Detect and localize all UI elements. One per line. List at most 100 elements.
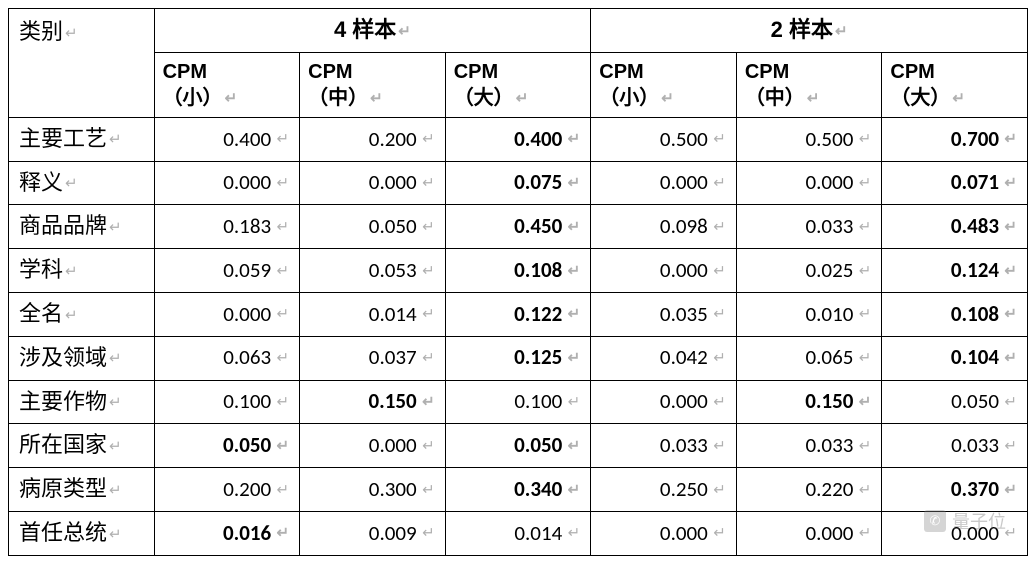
- value-cell: 0.025↵: [736, 249, 882, 293]
- subheader-line2: （小）: [599, 87, 659, 109]
- row-label-cell: 释义↵: [9, 161, 155, 205]
- return-glyph-icon: ↵: [713, 523, 726, 544]
- subheader-line1: CPM: [454, 59, 583, 85]
- return-glyph-icon: ↵: [859, 523, 872, 544]
- value: 0.025: [805, 257, 853, 283]
- value-cell: 0.059↵: [154, 249, 300, 293]
- value: 0.250: [660, 476, 708, 502]
- value-cell: 0.100↵: [445, 380, 591, 424]
- value-cell: 0.000↵: [736, 161, 882, 205]
- subheader-line1: CPM: [745, 59, 874, 85]
- value: 0.000: [660, 388, 708, 414]
- return-glyph-icon: ↵: [277, 172, 290, 193]
- value-cell: 0.000↵: [591, 380, 737, 424]
- row-label-cell: 学科↵: [9, 249, 155, 293]
- return-glyph-icon: ↵: [1004, 348, 1017, 369]
- value: 0.000: [951, 520, 999, 546]
- return-glyph-icon: ↵: [422, 435, 435, 456]
- value: 0.483: [951, 213, 999, 239]
- value-cell: 0.016↵: [154, 511, 300, 555]
- return-glyph-icon: ↵: [568, 304, 581, 325]
- group-header-2-sample: 2 样本↵: [591, 9, 1028, 53]
- return-glyph-icon: ↵: [422, 391, 435, 412]
- value-cell: 0.150↵: [300, 380, 446, 424]
- value: 0.400: [223, 126, 271, 152]
- value-cell: 0.010↵: [736, 292, 882, 336]
- value-cell: 0.033↵: [736, 424, 882, 468]
- table-row: 全名↵0.000↵0.014↵0.122↵0.035↵0.010↵0.108↵: [9, 292, 1028, 336]
- value: 0.050: [223, 432, 271, 458]
- value-cell: 0.050↵: [154, 424, 300, 468]
- value-cell: 0.050↵: [445, 424, 591, 468]
- header-row-sub: CPM（小）↵CPM（中）↵CPM（大）↵CPM（小）↵CPM（中）↵CPM（大…: [9, 52, 1028, 117]
- value: 0.000: [369, 169, 417, 195]
- return-glyph-icon: ↵: [568, 260, 581, 281]
- table-row: 释义↵0.000↵0.000↵0.075↵0.000↵0.000↵0.071↵: [9, 161, 1028, 205]
- return-glyph-icon: ↵: [807, 90, 820, 107]
- value-cell: 0.033↵: [882, 424, 1028, 468]
- subheader-line2: （大）: [890, 87, 950, 109]
- row-label: 主要工艺: [19, 126, 107, 151]
- value: 0.000: [805, 520, 853, 546]
- value-cell: 0.000↵: [154, 292, 300, 336]
- return-glyph-icon: ↵: [65, 25, 78, 42]
- return-glyph-icon: ↵: [713, 348, 726, 369]
- return-glyph-icon: ↵: [109, 482, 122, 499]
- value: 0.000: [660, 169, 708, 195]
- value: 0.125: [514, 344, 562, 370]
- row-label-cell: 涉及领域↵: [9, 336, 155, 380]
- value-cell: 0.000↵: [154, 161, 300, 205]
- value-cell: 0.108↵: [882, 292, 1028, 336]
- return-glyph-icon: ↵: [277, 479, 290, 500]
- return-glyph-icon: ↵: [713, 435, 726, 456]
- value: 0.150: [369, 388, 417, 414]
- return-glyph-icon: ↵: [859, 391, 872, 412]
- row-label-cell: 主要工艺↵: [9, 117, 155, 161]
- value: 0.100: [514, 388, 562, 414]
- group-header-4-sample: 4 样本↵: [154, 9, 591, 53]
- row-label: 涉及领域: [19, 345, 107, 370]
- value-cell: 0.000↵: [882, 511, 1028, 555]
- value: 0.009: [369, 520, 417, 546]
- value: 0.000: [223, 301, 271, 327]
- row-label: 全名: [19, 301, 63, 326]
- table-row: 主要作物↵0.100↵0.150↵0.100↵0.000↵0.150↵0.050…: [9, 380, 1028, 424]
- return-glyph-icon: ↵: [225, 90, 238, 107]
- value-cell: 0.700↵: [882, 117, 1028, 161]
- value: 0.037: [369, 344, 417, 370]
- subheader-cell: CPM（大）↵: [882, 52, 1028, 117]
- return-glyph-icon: ↵: [109, 350, 122, 367]
- return-glyph-icon: ↵: [277, 260, 290, 281]
- value-cell: 0.000↵: [591, 161, 737, 205]
- value: 0.053: [369, 257, 417, 283]
- row-label: 主要作物: [19, 389, 107, 414]
- value: 0.370: [951, 476, 999, 502]
- return-glyph-icon: ↵: [713, 216, 726, 237]
- value: 0.700: [951, 126, 999, 152]
- return-glyph-icon: ↵: [422, 260, 435, 281]
- value: 0.122: [514, 301, 562, 327]
- value: 0.033: [951, 432, 999, 458]
- value-cell: 0.000 ↵: [736, 511, 882, 555]
- return-glyph-icon: ↵: [568, 479, 581, 500]
- value: 0.300: [369, 476, 417, 502]
- value-cell: 0.037↵: [300, 336, 446, 380]
- group-header-label: 2 样本: [771, 17, 833, 42]
- value-cell: 0.075↵: [445, 161, 591, 205]
- value-cell: 0.053↵: [300, 249, 446, 293]
- value: 0.400: [514, 126, 562, 152]
- value-cell: 0.200↵: [300, 117, 446, 161]
- cpm-results-table: 类别↵ 4 样本↵ 2 样本↵ CPM（小）↵CPM（中）↵CPM（大）↵CPM…: [8, 8, 1028, 556]
- value: 0.033: [805, 432, 853, 458]
- value: 0.150: [805, 388, 853, 414]
- subheader-cell: CPM（大）↵: [445, 52, 591, 117]
- value-cell: 0.033↵: [736, 205, 882, 249]
- return-glyph-icon: ↵: [713, 479, 726, 500]
- row-label: 学科: [19, 257, 63, 282]
- value: 0.050: [514, 432, 562, 458]
- return-glyph-icon: ↵: [568, 348, 581, 369]
- value-cell: 0.033↵: [591, 424, 737, 468]
- value: 0.000: [660, 520, 708, 546]
- return-glyph-icon: ↵: [1004, 479, 1017, 500]
- value-cell: 0.000↵: [591, 249, 737, 293]
